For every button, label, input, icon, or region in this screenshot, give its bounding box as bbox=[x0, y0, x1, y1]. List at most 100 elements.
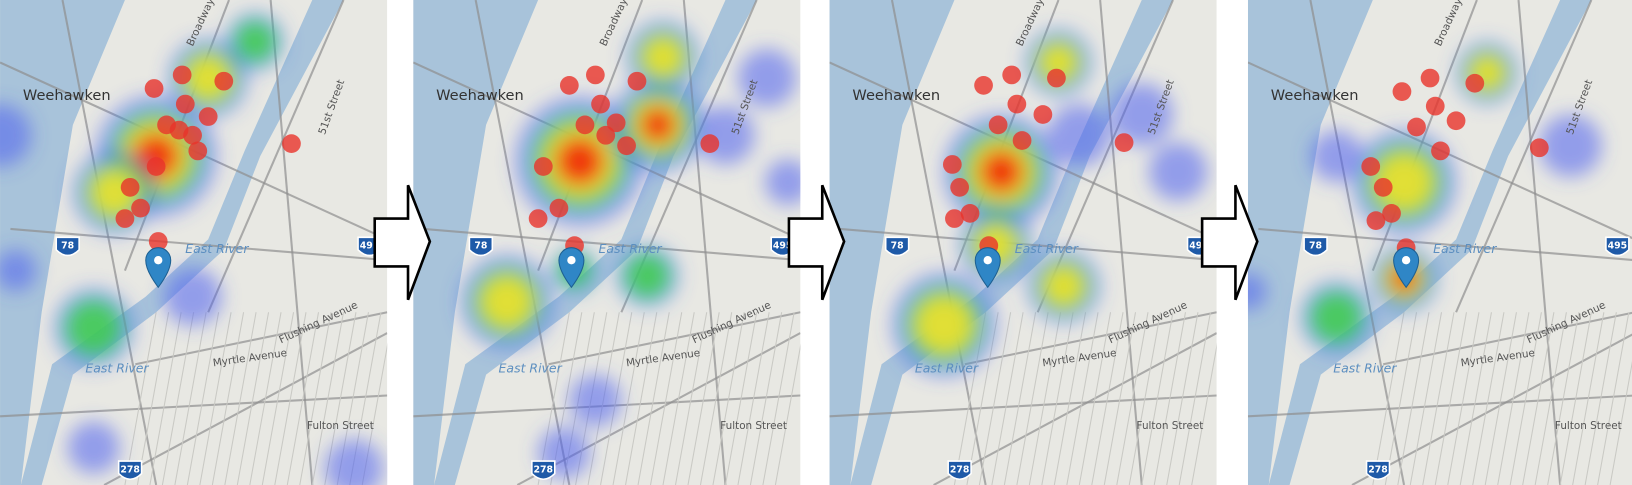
street-grid bbox=[762, 312, 795, 485]
poi-dot bbox=[606, 113, 626, 133]
highway-number: 278 bbox=[534, 465, 554, 476]
heat-blob bbox=[640, 107, 676, 143]
street-grid bbox=[311, 312, 345, 485]
street-grid bbox=[1003, 312, 1037, 485]
street-grid bbox=[1141, 312, 1174, 485]
street-grid bbox=[699, 312, 733, 485]
map-label: Fulton Street bbox=[307, 420, 374, 432]
map-label: East River bbox=[1433, 241, 1497, 256]
road bbox=[1309, 0, 1406, 485]
poi-dot bbox=[1047, 68, 1066, 88]
highway-number: 495 bbox=[1189, 241, 1209, 252]
pin-center bbox=[567, 256, 576, 265]
heat-blob bbox=[1539, 114, 1602, 177]
highway-shield bbox=[468, 236, 494, 257]
poi-dot bbox=[1114, 133, 1134, 152]
highway-shield bbox=[1605, 236, 1630, 257]
street-grid bbox=[1522, 312, 1555, 485]
street-grid bbox=[724, 312, 758, 485]
heat-blob bbox=[979, 149, 1024, 194]
hudson-river bbox=[413, 0, 539, 485]
poi-dot bbox=[945, 209, 964, 228]
poi-dot bbox=[974, 75, 993, 95]
road bbox=[933, 332, 1217, 485]
heat-blob bbox=[324, 439, 384, 485]
street-grid bbox=[1409, 312, 1443, 485]
street-grid bbox=[637, 312, 670, 485]
road bbox=[1517, 0, 1562, 485]
pin-center bbox=[154, 256, 163, 265]
heat-blob bbox=[765, 159, 801, 206]
street-grid bbox=[991, 312, 1024, 485]
highway-number: 78 bbox=[61, 241, 74, 252]
poi-dot bbox=[282, 134, 301, 153]
poi-dot bbox=[172, 65, 192, 85]
road bbox=[1383, 311, 1632, 366]
poi-dot bbox=[1366, 211, 1386, 231]
heat-blob bbox=[1048, 104, 1111, 167]
highway-number: 78 bbox=[891, 241, 904, 252]
map-label: Weehawken bbox=[23, 87, 111, 104]
street-grid bbox=[1078, 312, 1112, 485]
poi-dot bbox=[585, 65, 605, 85]
highway-shield bbox=[1365, 460, 1391, 481]
poi-dot bbox=[115, 209, 135, 228]
road bbox=[423, 227, 801, 262]
road bbox=[103, 332, 388, 485]
hudson-river bbox=[829, 0, 955, 485]
hudson-river bbox=[0, 0, 125, 485]
poi-dot bbox=[533, 157, 553, 176]
location-pin bbox=[145, 247, 172, 289]
map-label: Fulton Street bbox=[720, 420, 787, 432]
location-pin bbox=[1393, 247, 1420, 289]
heat-blob bbox=[0, 104, 32, 167]
street-grid bbox=[1472, 312, 1505, 485]
poi-dot bbox=[950, 177, 969, 197]
street-grid bbox=[774, 343, 801, 485]
highway-number: 495 bbox=[773, 241, 793, 252]
road bbox=[0, 394, 388, 418]
street-grid bbox=[1066, 312, 1099, 485]
location-pin bbox=[974, 247, 1001, 289]
street-grid bbox=[1459, 312, 1492, 485]
heat-blob bbox=[737, 48, 797, 108]
poi-dot bbox=[1033, 105, 1053, 124]
arrow bbox=[373, 184, 432, 301]
poi-dot bbox=[198, 107, 218, 126]
street-grid bbox=[124, 312, 157, 485]
map-label: Weehawken bbox=[852, 87, 940, 104]
street-grid bbox=[1128, 312, 1162, 485]
poi-dot bbox=[1407, 117, 1426, 137]
highway-number: 278 bbox=[120, 465, 140, 476]
hudson-river bbox=[1247, 0, 1373, 485]
street-grid bbox=[199, 312, 232, 485]
poi-dot bbox=[1431, 141, 1450, 161]
poi-dot bbox=[528, 209, 548, 228]
arrows bbox=[373, 184, 1259, 301]
poi-dot bbox=[549, 198, 569, 218]
poi-dot bbox=[146, 157, 166, 176]
heat-blob bbox=[1309, 290, 1364, 345]
poi-dot bbox=[575, 115, 595, 135]
poi-dot bbox=[1007, 94, 1027, 114]
street-grid bbox=[274, 312, 307, 485]
street-grid bbox=[1191, 343, 1217, 485]
poi-dot bbox=[120, 177, 140, 197]
street-grid bbox=[174, 312, 207, 485]
road bbox=[135, 311, 388, 366]
highway-number: 495 bbox=[360, 241, 380, 252]
poi-dot bbox=[960, 203, 980, 223]
street-grid bbox=[1053, 312, 1087, 485]
poi-dot bbox=[1382, 203, 1401, 223]
heat-blob bbox=[1149, 142, 1208, 201]
road bbox=[1247, 394, 1632, 418]
street-grid bbox=[1422, 312, 1455, 485]
highway-shield bbox=[1303, 236, 1328, 257]
heat-blob bbox=[1043, 266, 1084, 307]
street-grid bbox=[136, 312, 170, 485]
poi-dot bbox=[617, 136, 636, 156]
street-grid bbox=[1534, 312, 1567, 485]
heat-blob bbox=[1247, 272, 1267, 311]
